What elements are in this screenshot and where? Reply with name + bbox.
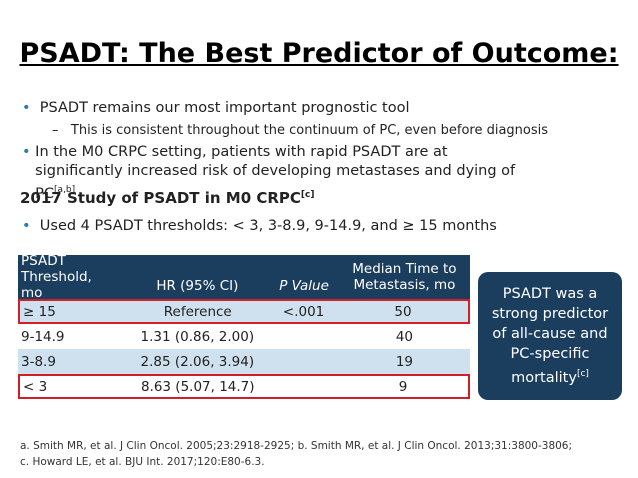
table-cell: 9 xyxy=(398,378,408,395)
table-cell: 8.63 (5.07, 14.7) xyxy=(140,378,255,395)
table-row: < 3 8.63 (5.07, 14.7) 9 xyxy=(18,374,470,399)
table-cell: < 3 xyxy=(23,378,48,395)
table-header: PSADT Threshold, mo HR (95% CI) P Value … xyxy=(18,253,470,301)
table-row: 3-8.9 2.85 (2.06, 3.94) 19 xyxy=(18,349,470,374)
header-cell: HR (95% CI) xyxy=(156,278,239,294)
table-cell: 2.85 (2.06, 3.94) xyxy=(140,353,255,370)
bullet: • PSADT remains our most important progn… xyxy=(22,100,410,116)
callout-text: PSADT was a strong predictor of all-caus… xyxy=(491,286,609,386)
header-cell: Median Time to Metastasis, mo xyxy=(352,261,457,293)
callout: PSADT was a strong predictor of all-caus… xyxy=(478,272,622,400)
subheading-text: 2017 Study of PSADT in M0 CRPC xyxy=(20,189,301,207)
sub-bullet: – This is consistent throughout the cont… xyxy=(52,123,549,138)
bullet-text: Used 4 PSADT thresholds: < 3, 3-8.9, 9-1… xyxy=(39,218,497,234)
table-row: ≥ 15 Reference <.001 50 xyxy=(18,299,470,324)
table-cell: 50 xyxy=(394,303,412,320)
table-cell: 1.31 (0.86, 2.00) xyxy=(140,328,255,345)
table-cell: 9-14.9 xyxy=(21,328,65,345)
table-cell: 3-8.9 xyxy=(21,353,56,370)
header-cell: PSADT Threshold, mo xyxy=(21,253,92,301)
table-cell: 40 xyxy=(395,328,414,345)
bullet: • Used 4 PSADT thresholds: < 3, 3-8.9, 9… xyxy=(22,218,497,234)
bullet-text: PSADT remains our most important prognos… xyxy=(39,100,410,116)
bullet-text: This is consistent throughout the contin… xyxy=(70,123,549,138)
table-cell: ≥ 15 xyxy=(23,303,56,320)
title: PSADT: The Best Predictor of Outcome: xyxy=(19,38,619,69)
table-cell: Reference xyxy=(163,303,232,320)
superscript: [c] xyxy=(576,369,589,380)
superscript: [a,b] xyxy=(54,185,76,195)
table-cell: 19 xyxy=(395,353,414,370)
header-cell: P Value xyxy=(279,278,329,294)
bullet: • In the M0 CRPC setting, patients with … xyxy=(22,144,516,202)
footnote: a. Smith MR, et al. J Clin Oncol. 2005;2… xyxy=(20,440,573,452)
table: PSADT Threshold, mo HR (95% CI) P Value … xyxy=(18,253,470,399)
table-cell: <.001 xyxy=(282,303,325,320)
footnote: c. Howard LE, et al. BJU Int. 2017;120:E… xyxy=(20,456,265,468)
superscript: [c] xyxy=(300,190,315,200)
bullet-text: In the M0 CRPC setting, patients with ra… xyxy=(35,144,516,202)
table-body: ≥ 15 Reference <.001 50 9-14.9 1.31 (0.86, 2.… xyxy=(18,299,470,399)
subheading: 2017 Study of PSADT in M0 CRPC[c] xyxy=(20,189,314,207)
table-row: 9-14.9 1.31 (0.86, 2.00) 40 xyxy=(18,324,470,349)
